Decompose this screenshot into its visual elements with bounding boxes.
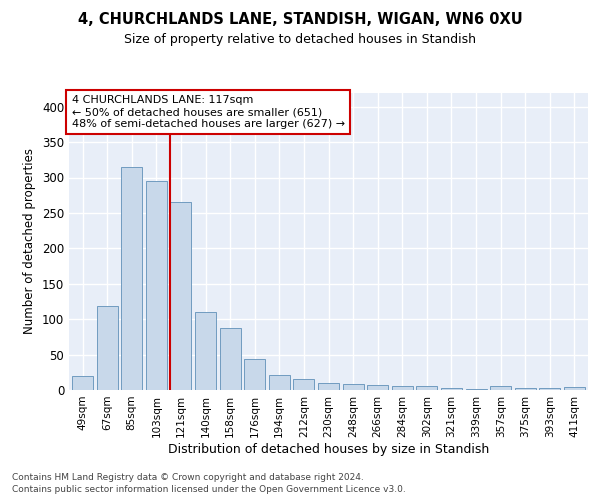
Bar [244, 359, 265, 390]
Bar [269, 375, 290, 390]
Bar [121, 167, 142, 390]
Bar [490, 386, 511, 390]
Bar [367, 385, 388, 390]
Bar [392, 386, 413, 390]
Y-axis label: Number of detached properties: Number of detached properties [23, 148, 37, 334]
Bar [539, 388, 560, 390]
Bar [466, 388, 487, 390]
Bar [170, 202, 191, 390]
Bar [195, 312, 216, 390]
Bar [220, 328, 241, 390]
Bar [564, 387, 585, 390]
Bar [72, 376, 93, 390]
Text: Contains public sector information licensed under the Open Government Licence v3: Contains public sector information licen… [12, 485, 406, 494]
Text: Contains HM Land Registry data © Crown copyright and database right 2024.: Contains HM Land Registry data © Crown c… [12, 472, 364, 482]
Text: Size of property relative to detached houses in Standish: Size of property relative to detached ho… [124, 32, 476, 46]
Text: Distribution of detached houses by size in Standish: Distribution of detached houses by size … [168, 442, 490, 456]
Bar [441, 388, 462, 390]
Bar [97, 306, 118, 390]
Bar [146, 181, 167, 390]
Bar [293, 378, 314, 390]
Text: 4 CHURCHLANDS LANE: 117sqm
← 50% of detached houses are smaller (651)
48% of sem: 4 CHURCHLANDS LANE: 117sqm ← 50% of deta… [71, 96, 345, 128]
Text: 4, CHURCHLANDS LANE, STANDISH, WIGAN, WN6 0XU: 4, CHURCHLANDS LANE, STANDISH, WIGAN, WN… [77, 12, 523, 28]
Bar [416, 386, 437, 390]
Bar [515, 388, 536, 390]
Bar [343, 384, 364, 390]
Bar [318, 383, 339, 390]
